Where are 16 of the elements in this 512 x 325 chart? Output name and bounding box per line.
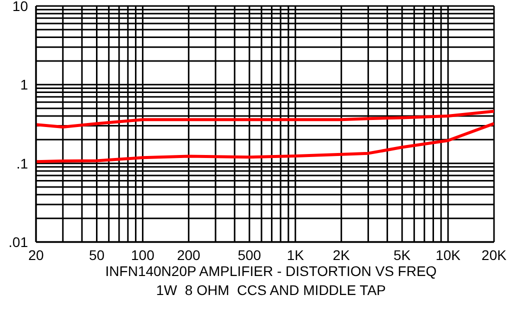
text: INFN140N20P AMPLIFIER - DISTORTION VS FREQ bbox=[104, 262, 438, 281]
text: 1W 8 OHM CCS AND MIDDLE TAP bbox=[155, 281, 387, 300]
x-tick-label: 100 bbox=[131, 246, 155, 263]
x-tick-label: 200 bbox=[176, 246, 201, 263]
y-tick-label: .1 bbox=[16, 155, 28, 172]
x-tick-label: 500 bbox=[238, 246, 262, 263]
y-tick-label: 10 bbox=[12, 0, 28, 14]
x-tick-label: 10K bbox=[436, 246, 462, 263]
x-tick-label: 20K bbox=[482, 246, 508, 263]
x-tick-label: 1K bbox=[286, 246, 305, 263]
x-tick-label: 2K bbox=[332, 246, 351, 263]
y-tick-label: .01 bbox=[8, 234, 28, 250]
x-tick-label: 50 bbox=[88, 246, 105, 263]
x-tick-label: 20 bbox=[28, 246, 44, 263]
y-tick-label: 1 bbox=[20, 76, 28, 93]
x-tick-label: 5K bbox=[394, 246, 412, 263]
